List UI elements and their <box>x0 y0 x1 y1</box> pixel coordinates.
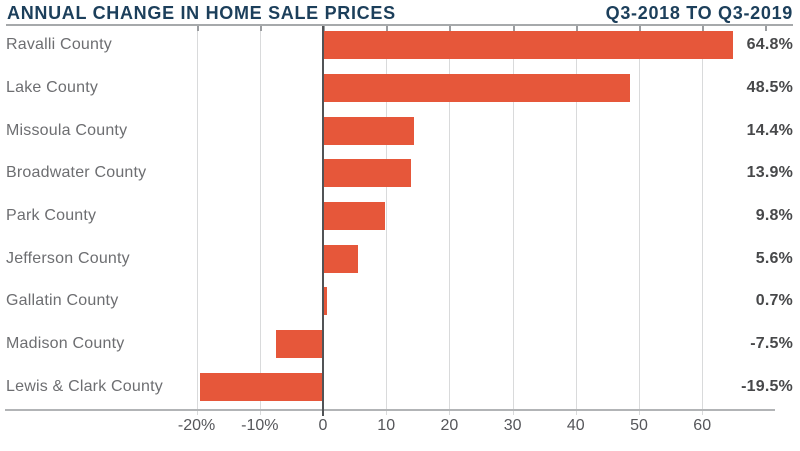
category-label: Broadwater County <box>6 164 147 182</box>
category-label: Lake County <box>6 79 99 96</box>
category-label: Park County <box>6 207 97 224</box>
top-tick <box>639 26 641 31</box>
value-label: 48.5% <box>746 79 793 96</box>
top-tick <box>513 26 515 31</box>
x-axis-line <box>5 409 775 411</box>
header-rule <box>6 24 793 26</box>
x-tick-label: 40 <box>566 417 585 434</box>
bar <box>323 202 385 230</box>
top-tick <box>576 26 578 31</box>
value-label: 0.7% <box>755 292 793 310</box>
gridline <box>260 26 261 415</box>
category-label: Gallatin County <box>6 292 119 310</box>
value-label: 14.4% <box>746 121 793 139</box>
x-tick-label: 60 <box>693 417 712 434</box>
value-label: -19.5% <box>741 377 793 395</box>
gridline <box>197 26 198 415</box>
gridline <box>576 26 577 415</box>
bar <box>199 372 323 401</box>
top-tick <box>765 26 767 31</box>
gridline <box>386 26 387 415</box>
bar <box>323 287 328 316</box>
category-label: Madison County <box>6 335 125 352</box>
gridline <box>449 26 450 415</box>
bar <box>323 116 414 145</box>
top-tick <box>197 26 199 31</box>
bar <box>323 74 630 102</box>
x-tick-label: 50 <box>630 417 648 434</box>
bar <box>323 31 733 60</box>
top-tick <box>702 26 704 31</box>
top-tick <box>260 26 262 31</box>
top-tick <box>323 26 325 31</box>
value-label: 9.8% <box>755 207 793 224</box>
bar <box>275 330 323 358</box>
gridline <box>513 26 514 415</box>
x-tick-label: -10% <box>241 417 279 434</box>
value-label: 5.6% <box>755 249 793 267</box>
category-label: Missoula County <box>6 121 128 139</box>
x-tick-label: 10 <box>377 417 396 434</box>
chart-period: Q3-2018 TO Q3-2019 <box>605 3 793 23</box>
x-tick-label: 30 <box>503 417 522 434</box>
gridline <box>639 26 640 415</box>
chart-title: ANNUAL CHANGE IN HOME SALE PRICES <box>7 3 396 23</box>
gridline <box>702 26 703 415</box>
bar <box>323 159 411 188</box>
top-tick <box>449 26 451 31</box>
category-label: Jefferson County <box>6 249 130 267</box>
x-tick-label: 0 <box>318 417 328 434</box>
bar <box>323 244 359 273</box>
x-tick-label: -20% <box>177 417 216 434</box>
zero-gridline <box>322 26 324 416</box>
category-label: Ravalli County <box>6 36 112 54</box>
value-label: 64.8% <box>746 36 793 54</box>
value-label: -7.5% <box>750 335 793 352</box>
value-label: 13.9% <box>746 164 793 182</box>
category-label: Lewis & Clark County <box>6 377 163 395</box>
x-tick-label: 20 <box>440 417 459 434</box>
top-tick <box>386 26 388 31</box>
